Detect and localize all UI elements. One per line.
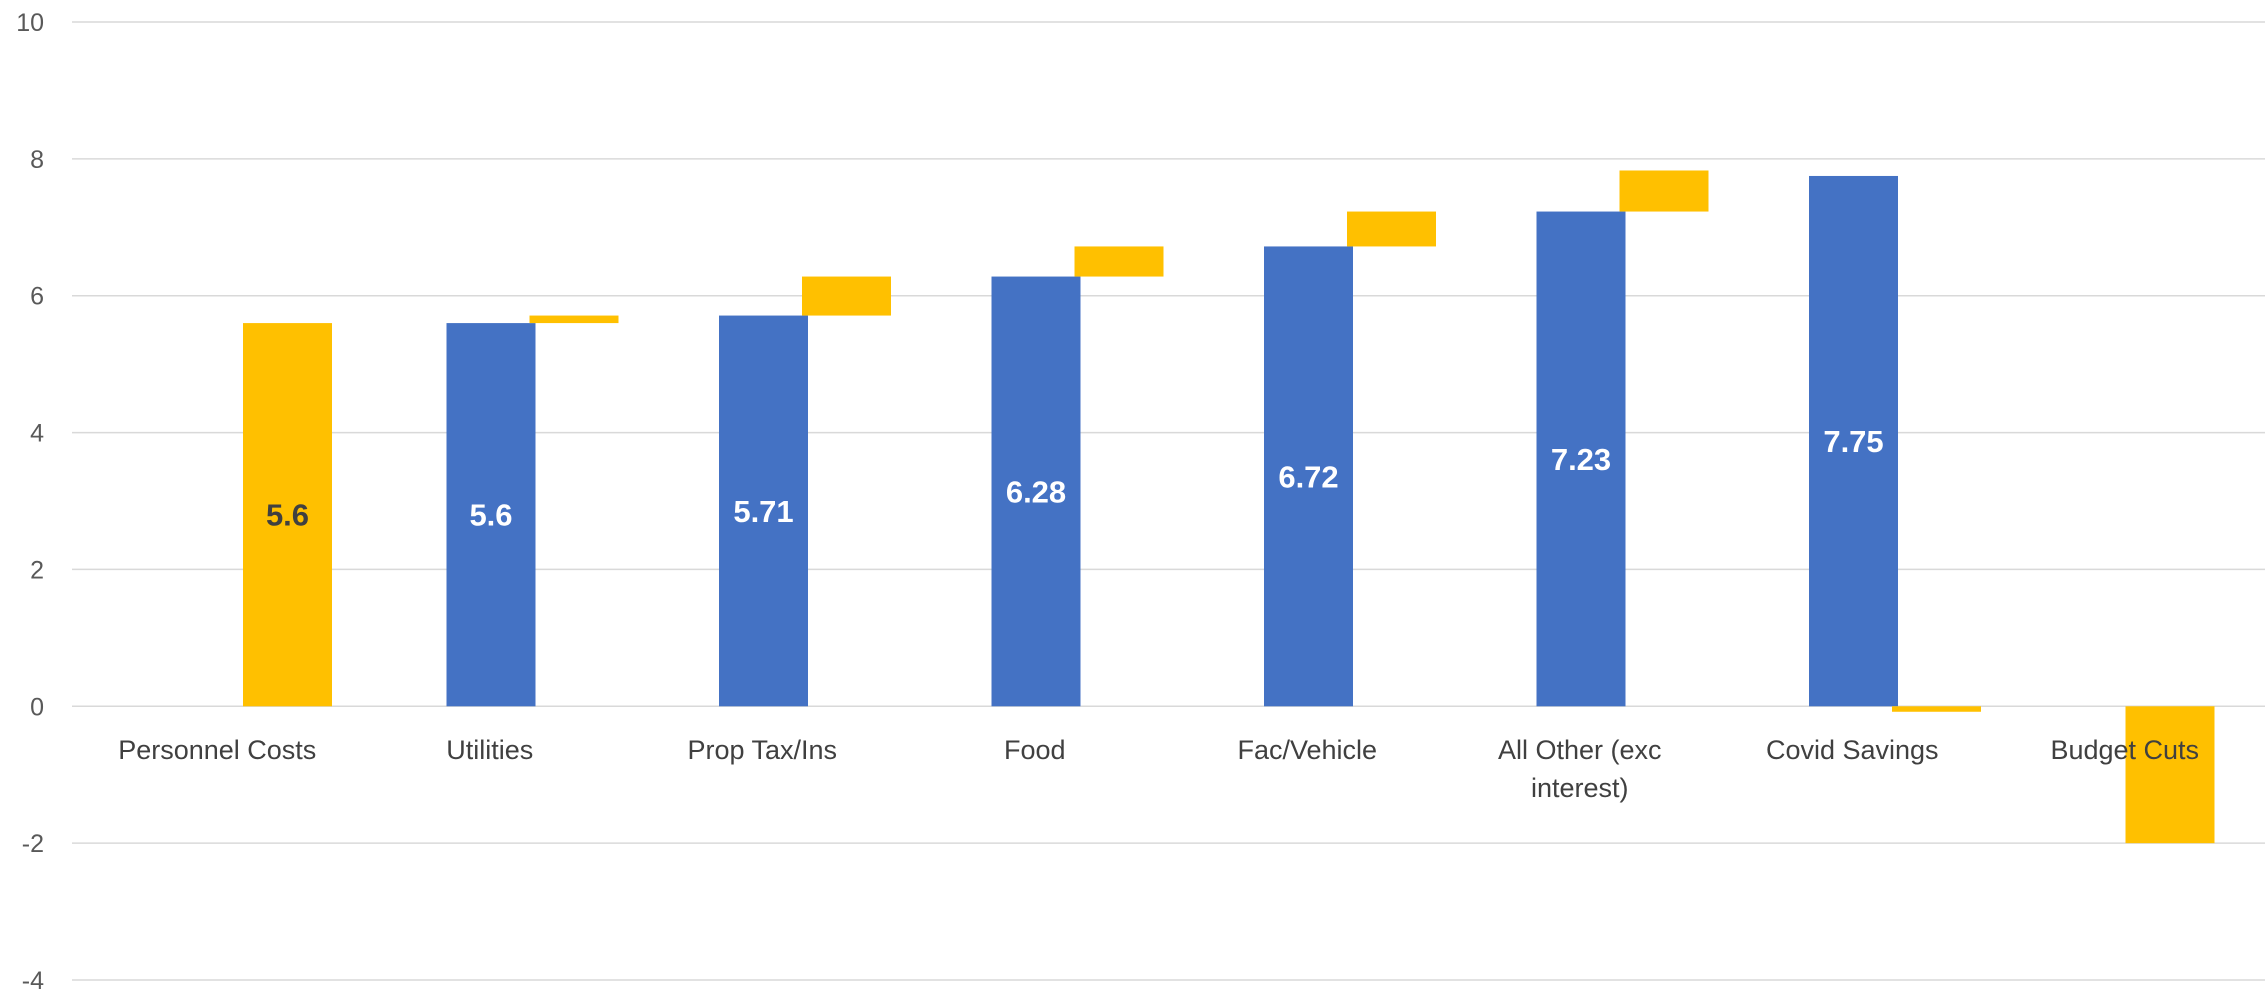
gridlines — [72, 21, 2265, 981]
bar-base — [991, 276, 1081, 707]
bar-change — [243, 323, 332, 707]
y-tick-label: 8 — [30, 146, 44, 174]
bar-change — [1619, 170, 1709, 212]
category-label-line: Covid Savings — [1766, 735, 1939, 765]
category-label: Budget Cuts — [2050, 735, 2199, 765]
bar-base — [446, 323, 536, 707]
data-label: 7.23 — [1551, 442, 1611, 477]
data-labels: 5.6 5.6 5.71 6.28 6.72 7.23 7.75 — [266, 424, 1884, 533]
y-tick-label: 2 — [30, 556, 44, 584]
category-label: Covid Savings — [1766, 735, 1939, 765]
category-label: Prop Tax/Ins — [687, 735, 837, 765]
category-label: Food — [1004, 735, 1066, 765]
data-label: 6.72 — [1278, 459, 1338, 494]
category-label-line: Personnel Costs — [118, 735, 316, 765]
bar-change — [2125, 706, 2215, 844]
bar-change — [1347, 211, 1436, 247]
y-tick-label: 6 — [30, 283, 44, 311]
bar-change — [529, 315, 619, 324]
bar-base — [1809, 175, 1898, 707]
bars — [243, 170, 2215, 844]
bar-change — [1892, 706, 1981, 712]
bar-change — [1074, 246, 1164, 277]
category-label-line: interest) — [1531, 773, 1629, 803]
y-tick-label: 0 — [30, 693, 44, 721]
category-label: Utilities — [446, 735, 533, 765]
category-label-line: Prop Tax/Ins — [687, 735, 837, 765]
category-label-line: All Other (exc — [1498, 735, 1662, 765]
category-label-line: Budget Cuts — [2050, 735, 2199, 765]
y-tick-label: 4 — [30, 420, 44, 448]
bar-base — [719, 315, 808, 707]
data-label: 5.6 — [469, 498, 512, 533]
y-tick-label: -2 — [22, 830, 44, 858]
category-label: All Other (exc interest) — [1498, 735, 1662, 803]
category-label: Fac/Vehicle — [1237, 735, 1377, 765]
category-label-line: Fac/Vehicle — [1237, 735, 1377, 765]
y-tick-label: 10 — [16, 9, 44, 37]
category-label: Personnel Costs — [118, 735, 316, 765]
data-label: 5.6 — [266, 498, 309, 533]
x-axis-category-labels: Personnel Costs Utilities Prop Tax/Ins Food… — [118, 735, 2199, 803]
bar-change — [802, 276, 891, 316]
bar-base — [1264, 246, 1353, 707]
category-label-line: Food — [1004, 735, 1066, 765]
bar-base — [1536, 211, 1626, 707]
data-label: 6.28 — [1006, 474, 1066, 509]
y-axis-tick-labels: -4 -2 0 2 4 6 8 10 — [16, 9, 44, 995]
data-label: 7.75 — [1823, 424, 1883, 459]
category-label-line: Utilities — [446, 735, 533, 765]
data-label: 5.71 — [733, 494, 793, 529]
y-tick-label: -4 — [22, 967, 44, 995]
